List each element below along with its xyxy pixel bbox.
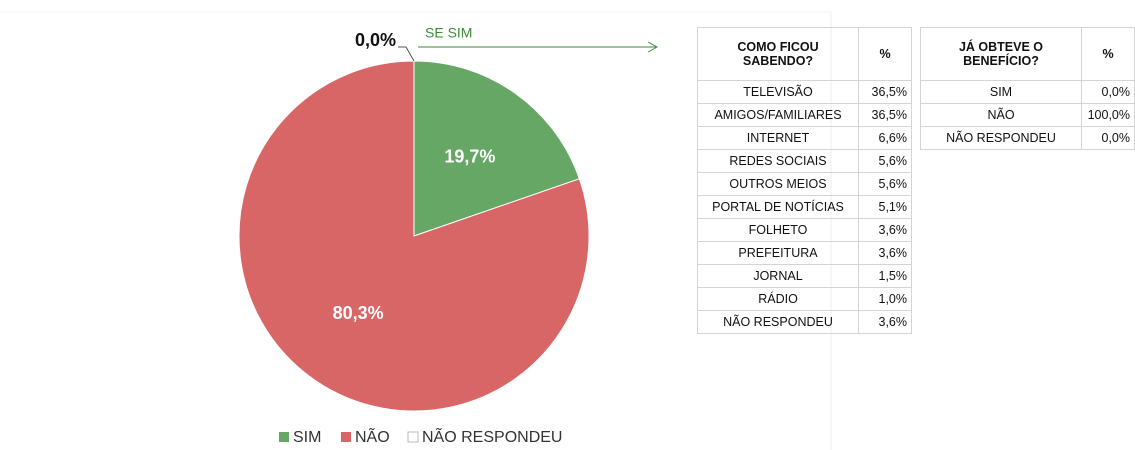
table-cell: REDES SOCIAIS	[697, 149, 859, 173]
legend-swatch	[279, 432, 289, 442]
table-cell: PREFEITURA	[697, 241, 859, 265]
table-cell: 0,0%	[1081, 126, 1135, 150]
table-cell: 100,0%	[1081, 103, 1135, 127]
table-cell: NÃO RESPONDEU	[697, 310, 859, 334]
table-cell: 5,1%	[858, 195, 912, 219]
table: JÁ OBTEVE O BENEFÍCIO?% SIM 0,0% NÃO 100,0% N…	[920, 27, 1135, 150]
leader-line	[398, 46, 415, 62]
value-label: 19,7%	[444, 146, 495, 166]
table-cell: AMIGOS/FAMILIARES	[697, 103, 859, 127]
table-cell: TELEVISÃO	[697, 80, 859, 104]
legend-label: NÃO RESPONDEU	[422, 426, 562, 446]
table-cell: 5,6%	[858, 149, 912, 173]
table-cell: 6,6%	[858, 126, 912, 150]
table-cell: JORNAL	[697, 264, 859, 288]
legend-swatch	[341, 432, 351, 442]
value-label: 0,0%	[355, 30, 396, 50]
table-header: JÁ OBTEVE O BENEFÍCIO?	[920, 27, 1082, 81]
table-cell: 0,0%	[1081, 80, 1135, 104]
table-cell: 3,6%	[858, 218, 912, 242]
legend-label: SIM	[293, 429, 321, 446]
annotation: SE SIM	[425, 25, 472, 41]
table: COMO FICOU SABENDO?% TELEVISÃO 36,5% AMIGOS…	[697, 27, 912, 334]
table-cell: SIM	[920, 80, 1082, 104]
table-cell: INTERNET	[697, 126, 859, 150]
legend-swatch	[407, 431, 419, 443]
legend-label: NÃO	[355, 426, 390, 446]
table-cell: 5,6%	[858, 172, 912, 196]
table-header: %	[858, 27, 912, 81]
table-cell: 3,6%	[858, 310, 912, 334]
table-cell: 1,5%	[858, 264, 912, 288]
table-cell: 36,5%	[858, 103, 912, 127]
pie-slice	[413, 60, 581, 237]
table-cell: NÃO RESPONDEU	[920, 126, 1082, 150]
table-cell: NÃO	[920, 103, 1082, 127]
table-cell: 36,5%	[858, 80, 912, 104]
table-cell: FOLHETO	[697, 218, 859, 242]
table-cell: 3,6%	[858, 241, 912, 265]
table-cell: OUTROS MEIOS	[697, 172, 859, 196]
value-label: 80,3%	[333, 303, 384, 323]
table-cell: PORTAL DE NOTÍCIAS	[697, 195, 859, 219]
arrow-head	[647, 41, 659, 53]
table-cell: RÁDIO	[697, 287, 859, 311]
table-header: COMO FICOU SABENDO?	[697, 27, 859, 81]
table-cell: 1,0%	[858, 287, 912, 311]
table-header: %	[1081, 27, 1135, 81]
